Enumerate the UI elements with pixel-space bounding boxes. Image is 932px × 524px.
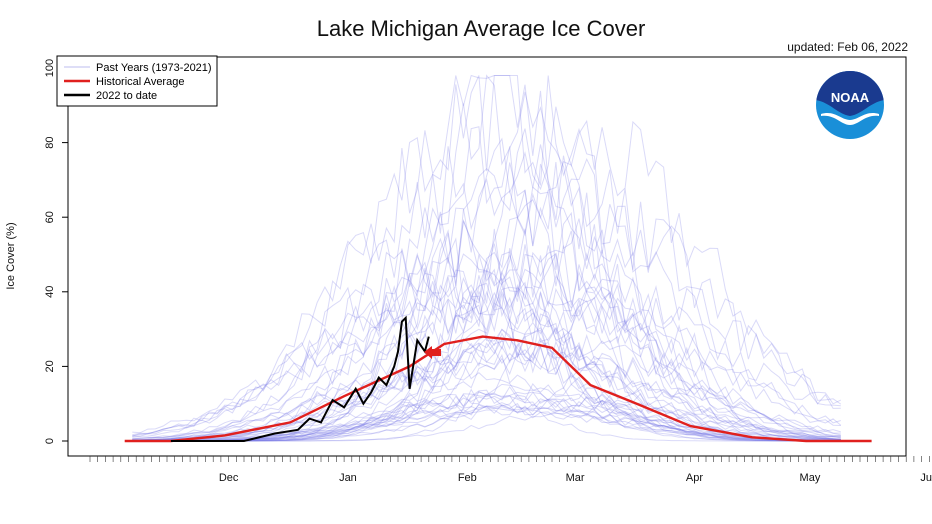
past-year-line — [132, 335, 841, 442]
historical-average-series — [124, 335, 872, 443]
y-tick-label: 40 — [44, 286, 56, 298]
x-tick-label: Mar — [566, 472, 585, 484]
legend-past-years: Past Years (1973-2021) — [96, 62, 212, 74]
current-marker-arrow — [424, 346, 441, 359]
current-year-series — [170, 315, 430, 442]
past-year-line — [132, 383, 841, 442]
past-year-line — [132, 402, 841, 441]
past-year-line — [132, 337, 841, 442]
past-year-line — [132, 389, 841, 442]
x-tick-label: Jun — [920, 472, 932, 484]
y-tick-label: 0 — [44, 438, 56, 444]
current-year-line — [170, 315, 430, 442]
x-tick-label: May — [800, 472, 821, 484]
chart-title: Lake Michigan Average Ice Cover — [316, 16, 646, 41]
past-year-line — [132, 237, 841, 441]
past-year-line — [132, 248, 841, 442]
past-year-line — [132, 211, 841, 440]
past-year-line — [132, 161, 841, 442]
past-year-line — [132, 244, 841, 442]
x-tick-label: Feb — [458, 472, 477, 484]
past-year-line — [132, 253, 841, 442]
y-tick-label: 100 — [44, 59, 56, 77]
past-year-line — [132, 353, 841, 442]
x-tick-label: Dec — [219, 472, 239, 484]
y-axis-label: Ice Cover (%) — [5, 222, 17, 289]
past-year-line — [132, 137, 841, 440]
past-years-lines — [132, 74, 842, 442]
past-year-line — [132, 281, 841, 441]
past-year-line — [132, 297, 841, 442]
past-year-line — [132, 74, 841, 441]
y-tick-label: 60 — [44, 211, 56, 223]
legend-2022: 2022 to date — [96, 90, 157, 102]
past-year-line — [132, 399, 841, 442]
x-tick-label: Jan — [339, 472, 357, 484]
past-year-line — [132, 230, 841, 442]
x-tick-label: Apr — [686, 472, 703, 484]
historical-average-line — [124, 335, 872, 443]
past-year-line — [132, 126, 841, 442]
past-year-line — [132, 161, 841, 442]
plot-frame — [67, 56, 907, 457]
past-year-line — [132, 404, 841, 442]
updated-label: updated: Feb 06, 2022 — [787, 40, 908, 54]
x-axis: Dec Jan Feb Mar Apr May Jun — [89, 456, 932, 484]
y-axis: 0 20 40 60 80 100 — [44, 59, 68, 444]
past-year-line — [132, 388, 841, 442]
past-year-line — [132, 256, 841, 442]
past-year-line — [132, 327, 841, 442]
legend-historical-average: Historical Average — [96, 76, 184, 88]
y-tick-label: 80 — [44, 136, 56, 148]
noaa-logo: NOAA — [816, 71, 884, 139]
past-year-line — [132, 268, 841, 442]
past-year-line — [132, 75, 841, 438]
past-year-line — [132, 353, 841, 442]
past-year-line — [132, 297, 842, 442]
legend: Past Years (1973-2021) Historical Averag… — [56, 55, 218, 107]
noaa-logo-text: NOAA — [831, 90, 870, 105]
y-tick-label: 20 — [44, 360, 56, 372]
past-year-line — [132, 318, 841, 441]
past-year-line — [132, 74, 841, 442]
